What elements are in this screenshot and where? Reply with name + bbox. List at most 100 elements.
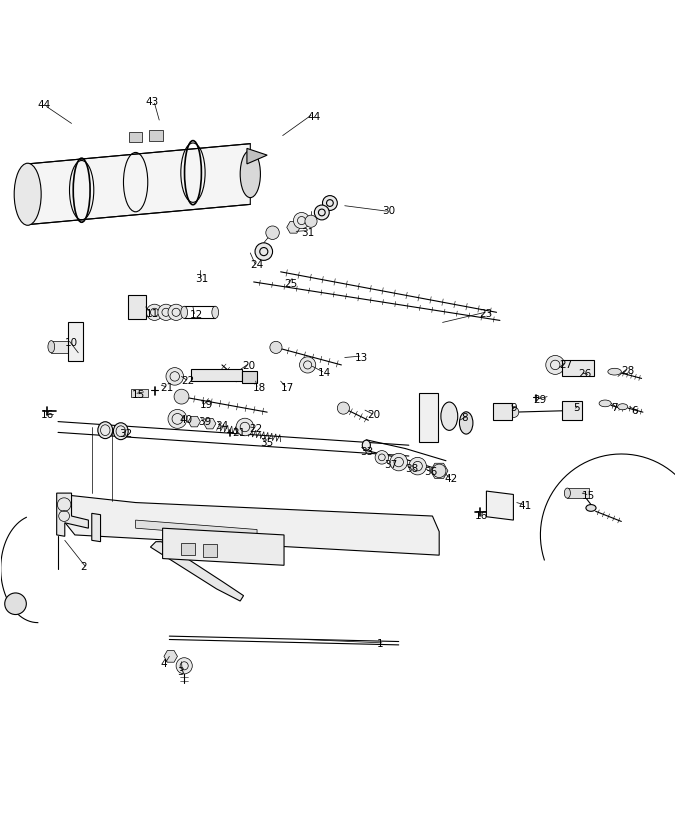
Text: 28: 28 [621,366,635,376]
Text: 33: 33 [360,447,374,457]
Circle shape [70,346,81,356]
Ellipse shape [240,151,260,198]
Ellipse shape [460,412,473,434]
Text: 24: 24 [250,260,264,270]
Text: 21: 21 [232,428,245,438]
Circle shape [375,451,389,464]
Polygon shape [57,493,89,536]
Text: 25: 25 [284,279,297,289]
Text: 35: 35 [260,438,274,448]
Text: 22: 22 [249,424,262,434]
Text: 11: 11 [146,308,159,318]
Polygon shape [28,144,250,225]
Text: 13: 13 [355,352,368,362]
Circle shape [158,304,174,320]
Text: 27: 27 [559,360,573,370]
Circle shape [176,657,192,674]
Text: 41: 41 [518,501,532,511]
Text: 19: 19 [199,400,213,410]
Text: 3: 3 [177,667,184,676]
Text: 22: 22 [181,376,195,386]
Text: 16: 16 [475,511,488,521]
Bar [562,401,582,420]
Circle shape [132,308,142,317]
Bar [242,371,257,383]
Circle shape [495,506,505,517]
Circle shape [390,453,408,471]
Bar [567,488,589,498]
Polygon shape [247,148,267,164]
Circle shape [70,325,81,336]
Text: 44: 44 [38,99,51,109]
Circle shape [422,428,435,440]
Text: 12: 12 [189,310,203,320]
Circle shape [508,407,518,418]
Text: 4: 4 [161,659,167,669]
Bar [562,360,594,376]
Text: 29: 29 [533,395,547,405]
Bar [131,389,148,397]
Circle shape [337,402,349,414]
Circle shape [322,196,337,210]
Ellipse shape [14,163,41,225]
Ellipse shape [362,440,370,450]
Ellipse shape [114,423,128,440]
Circle shape [255,243,272,261]
Circle shape [270,342,282,353]
Ellipse shape [608,368,621,375]
Text: 31: 31 [301,227,314,237]
Circle shape [168,409,187,428]
Circle shape [70,336,81,347]
Circle shape [546,356,564,375]
Text: 23: 23 [480,308,493,318]
Polygon shape [136,520,257,538]
Ellipse shape [586,504,596,511]
Text: 10: 10 [65,337,78,347]
Bar [51,341,77,353]
Text: 36: 36 [425,467,437,477]
Polygon shape [203,418,216,429]
Bar [493,404,512,420]
Circle shape [314,205,329,220]
Ellipse shape [618,404,628,410]
Text: 20: 20 [367,410,380,420]
Polygon shape [188,416,200,427]
Circle shape [293,213,310,228]
Circle shape [422,408,435,419]
Polygon shape [62,495,439,555]
Circle shape [305,215,317,227]
Circle shape [5,593,26,614]
Polygon shape [287,222,300,233]
Text: 16: 16 [41,410,55,420]
Text: 5: 5 [573,403,579,414]
Text: 6: 6 [631,407,638,417]
Text: 18: 18 [252,383,266,393]
Text: 34: 34 [215,421,228,431]
Bar [203,544,216,557]
Ellipse shape [98,422,113,438]
Polygon shape [487,491,513,520]
Circle shape [166,368,183,385]
Text: 14: 14 [318,368,331,378]
Text: 30: 30 [382,206,395,216]
Text: 37: 37 [384,461,397,471]
Ellipse shape [180,306,187,318]
Ellipse shape [212,306,218,318]
Ellipse shape [48,341,55,353]
Circle shape [168,304,184,320]
Text: 44: 44 [308,112,321,122]
Text: 15: 15 [582,490,596,501]
Bar [181,543,195,555]
Text: 9: 9 [510,403,516,414]
Circle shape [266,226,279,240]
Ellipse shape [564,488,571,498]
Bar [128,295,147,319]
Circle shape [147,304,163,320]
Ellipse shape [599,400,611,407]
Circle shape [299,356,316,373]
Text: 39: 39 [197,418,211,428]
Bar [129,131,143,142]
Text: 38: 38 [406,464,418,474]
Text: 2: 2 [80,562,87,572]
Bar [68,322,83,361]
